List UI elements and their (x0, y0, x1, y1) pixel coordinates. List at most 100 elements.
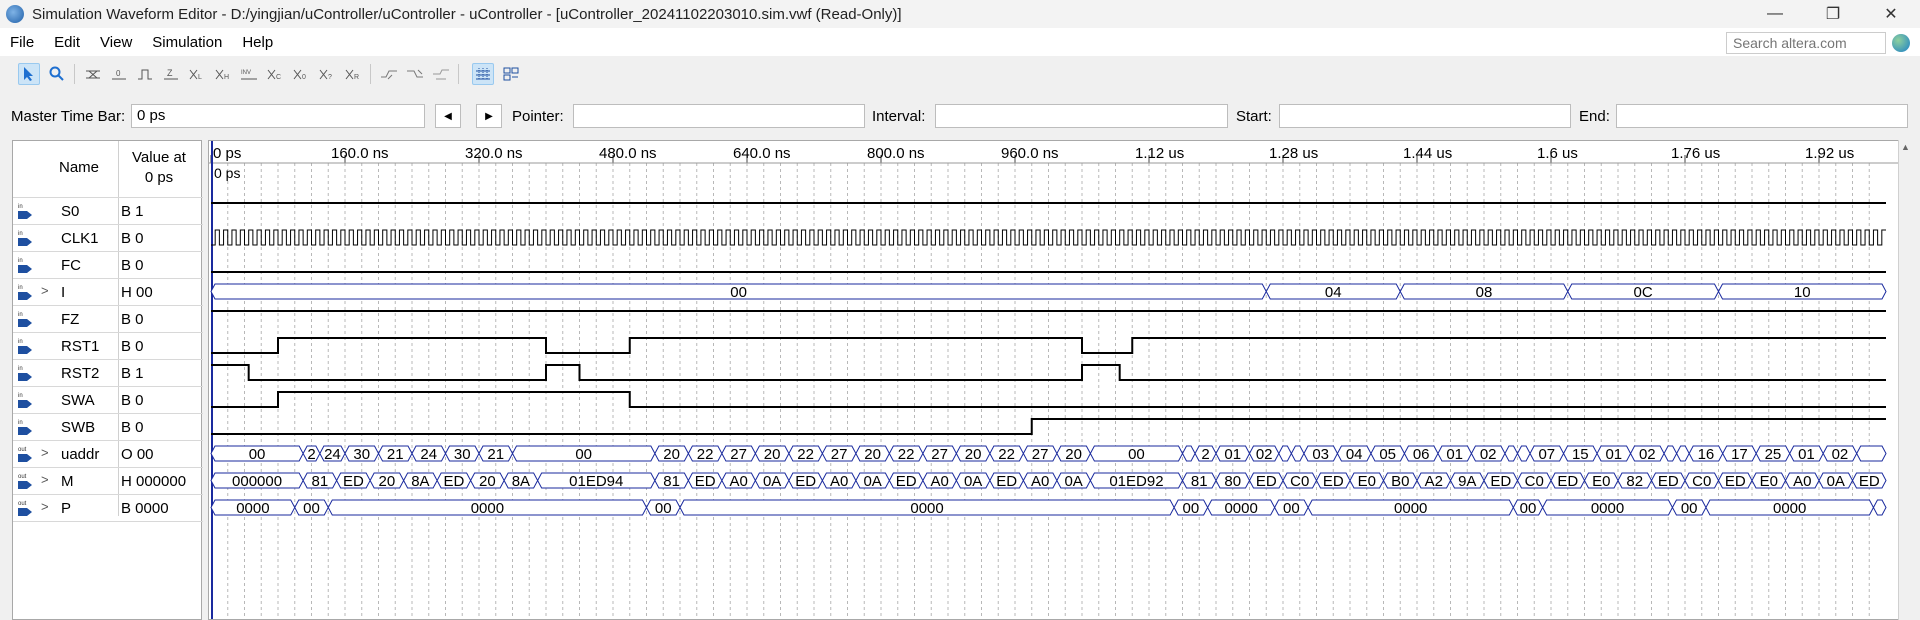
interval-field[interactable] (935, 104, 1228, 128)
bus-value-label: 02 (1832, 446, 1849, 463)
waveform-swa (211, 391, 1886, 408)
master-time-bar-field[interactable]: 0 ps (131, 104, 425, 128)
vertical-scrollbar[interactable]: ▲ (1898, 140, 1913, 620)
invert-icon[interactable]: INV (238, 63, 260, 85)
menu-help[interactable]: Help (242, 33, 274, 51)
time-tick-label: 0 ps (213, 145, 241, 162)
bus-value-label: 000000 (232, 473, 282, 490)
menu-file[interactable]: File (10, 33, 35, 51)
bus-value-label: 01ED94 (569, 473, 623, 490)
arbitrary-value-icon[interactable]: ? (316, 63, 338, 85)
pointer-field[interactable] (573, 104, 865, 128)
waveform-area[interactable]: 0 ps 160.0 ns 320.0 ns 480.0 ns 640.0 ns 800.… (208, 140, 1908, 620)
prev-transition-button[interactable]: ◀ (435, 104, 461, 128)
name-column-header[interactable]: Name (59, 159, 100, 176)
title-bar: Simulation Waveform Editor - D:/yingjian… (0, 0, 1920, 28)
signal-list-panel: Name Value at 0 ps in S0 B 1 in CLK1 B 0 in FC B… (12, 140, 203, 620)
signal-row-swb[interactable]: in SWB B 0 (13, 414, 203, 441)
signal-name: RST1 (61, 338, 100, 355)
end-field[interactable] (1616, 104, 1908, 128)
snap-to-transition-icon[interactable] (378, 63, 400, 85)
group-icon[interactable] (500, 63, 522, 85)
zoom-tool-icon[interactable] (46, 63, 68, 85)
bus-segment-uaddr (1516, 445, 1531, 462)
count-value-icon[interactable]: 0 (290, 63, 312, 85)
bus-value-label: A0 (1793, 473, 1811, 490)
time-tick-label: 1.76 us (1671, 145, 1720, 162)
signal-row-uaddr[interactable]: out > uaddr O 00 (13, 441, 203, 468)
svg-text:in: in (18, 366, 23, 372)
signal-value: B 0 (121, 392, 144, 409)
restore-button[interactable]: ❐ (1825, 6, 1841, 23)
bus-value-label: A0 (1031, 473, 1049, 490)
menu-view[interactable]: View (100, 33, 133, 51)
grid-snap-icon[interactable] (472, 63, 494, 85)
random-value-icon[interactable]: R (342, 63, 364, 85)
minimize-button[interactable]: — (1767, 5, 1783, 22)
bus-value-label: 02 (1256, 446, 1273, 463)
bus-segment-uaddr (1278, 445, 1292, 462)
bus-segment-m (1851, 472, 1887, 489)
signal-row-rst1[interactable]: in RST1 B 0 (13, 333, 203, 360)
bus-value-label: 05 (1379, 446, 1396, 463)
time-tick-label: 1.28 us (1269, 145, 1318, 162)
bus-value-label: ED (1256, 473, 1277, 490)
bus-value-label: 9A (1458, 473, 1476, 490)
force-low-icon[interactable]: 0 (108, 63, 130, 85)
start-field[interactable] (1279, 104, 1571, 128)
signal-row-m[interactable]: out > M H 000000 (13, 468, 203, 495)
uninitialized-icon[interactable] (82, 63, 104, 85)
waveform-canvas[interactable]: 0 ps 160.0 ns 320.0 ns 480.0 ns 640.0 ns 800.… (209, 141, 1908, 620)
stretch-icon[interactable] (430, 63, 452, 85)
expand-chevron-icon[interactable]: > (41, 283, 49, 298)
weak-high-icon[interactable]: H (212, 63, 234, 85)
bus-value-label: 0000 (1224, 500, 1257, 517)
clock-value-icon[interactable]: C (264, 63, 286, 85)
bus-value-label: 20 (965, 446, 982, 463)
bus-value-label: 27 (730, 446, 747, 463)
signal-row-p[interactable]: out > P B 0000 (13, 495, 203, 522)
bus-value-label: 81 (312, 473, 329, 490)
close-button[interactable]: ✕ (1884, 6, 1898, 23)
time-tick-label: 1.6 us (1537, 145, 1578, 162)
bus-value-label: 0000 (236, 500, 269, 517)
signal-row-swa[interactable]: in SWA B 0 (13, 387, 203, 414)
align-edges-icon[interactable] (404, 63, 426, 85)
next-transition-button[interactable]: ▶ (476, 104, 502, 128)
menu-simulation[interactable]: Simulation (152, 33, 223, 51)
select-tool-icon[interactable] (18, 63, 40, 85)
bus-value-label: 07 (1538, 446, 1555, 463)
force-high-icon[interactable] (134, 63, 156, 85)
svg-text:in: in (18, 312, 23, 318)
signal-row-rst2[interactable]: in RST2 B 1 (13, 360, 203, 387)
output-pin-icon: out (16, 444, 36, 464)
menu-edit[interactable]: Edit (54, 33, 81, 51)
svg-text:in: in (18, 339, 23, 345)
weak-low-icon[interactable]: L (186, 63, 208, 85)
value-column-header[interactable]: Value at 0 ps (117, 148, 201, 188)
bus-value-label: A0 (930, 473, 948, 490)
search-input[interactable] (1726, 32, 1886, 54)
bus-segment-p (1872, 499, 1887, 516)
window-title: Simulation Waveform Editor - D:/yingjian… (32, 5, 902, 23)
bus-value-label: 20 (1065, 446, 1082, 463)
signal-row-clk1[interactable]: in CLK1 B 0 (13, 225, 203, 252)
expand-chevron-icon[interactable]: > (41, 499, 49, 514)
bus-value-label: 01 (1798, 446, 1815, 463)
expand-chevron-icon[interactable]: > (41, 472, 49, 487)
signal-row-i[interactable]: in > I H 00 (13, 279, 203, 306)
high-impedance-icon[interactable]: Z (160, 63, 182, 85)
scroll-up-icon[interactable]: ▲ (1901, 142, 1910, 152)
expand-chevron-icon[interactable]: > (41, 445, 49, 460)
svg-text:Z: Z (167, 68, 173, 78)
bus-value-label: C0 (1525, 473, 1544, 490)
signal-row-s0[interactable]: in S0 B 1 (13, 198, 203, 225)
time-tick-label: 1.44 us (1403, 145, 1452, 162)
bus-value-label: 27 (931, 446, 948, 463)
bus-value-label: 0A (1064, 473, 1082, 490)
signal-row-fc[interactable]: in FC B 0 (13, 252, 203, 279)
globe-icon[interactable] (1892, 34, 1910, 52)
bus-segment-uaddr (1181, 445, 1196, 462)
bus-value-label: 30 (353, 446, 370, 463)
signal-row-fz[interactable]: in FZ B 0 (13, 306, 203, 333)
